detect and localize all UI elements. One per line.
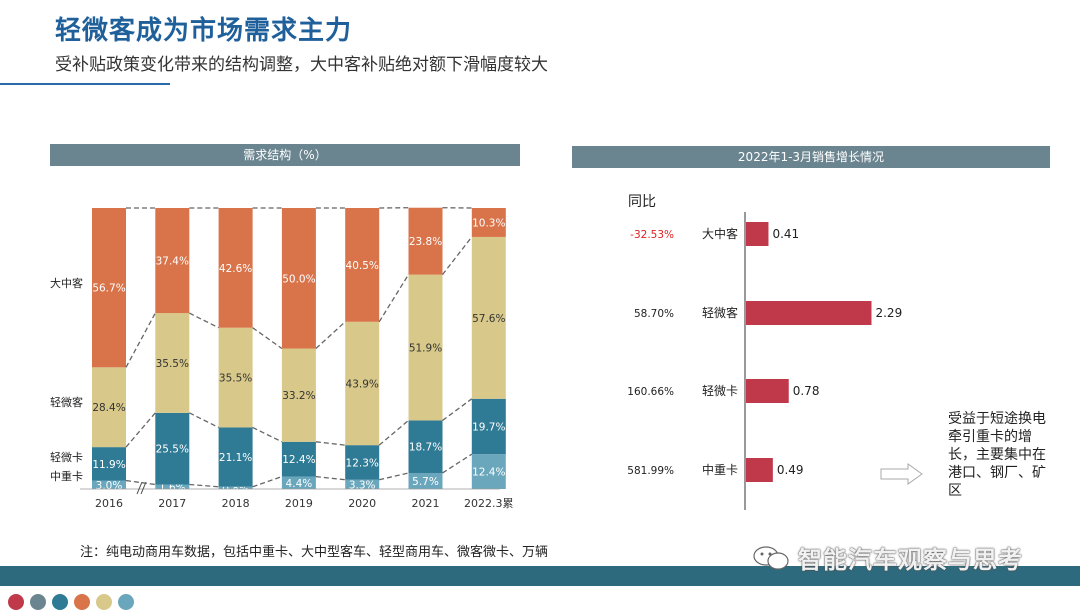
x-tick-label: 2018 (222, 497, 250, 510)
data-label: 56.7% (92, 283, 125, 295)
connector-line (316, 442, 345, 445)
x-tick-label: 2022.3累 (464, 497, 514, 510)
growth-bar (746, 301, 871, 325)
data-label: 57.6% (472, 313, 505, 325)
side-note: 受益于短途换电牵引重卡的增长，主要集中在港口、钢厂、矿区 (948, 410, 1048, 500)
growth-bar (746, 222, 768, 246)
data-label: 12.3% (346, 457, 379, 469)
connector-line (189, 313, 218, 328)
connector-line (379, 473, 408, 480)
connector-line (316, 477, 345, 480)
data-label: 40.5% (346, 260, 379, 272)
data-label: 4.4% (286, 478, 313, 490)
growth-bar (746, 458, 773, 482)
data-label: 35.5% (156, 358, 189, 370)
growth-value: 0.41 (772, 227, 799, 241)
category-label: 轻微客 (702, 305, 738, 320)
footnote: 注：纯电动商用车数据，包括中重卡、大中型客车、轻型商用车、微客微卡、万辆 (80, 541, 548, 560)
data-label: 25.5% (156, 444, 189, 456)
x-tick-label: 2021 (412, 497, 440, 510)
category-label: 大中客 (702, 226, 738, 241)
connector-line (189, 485, 218, 487)
x-tick-label: 2017 (158, 497, 186, 510)
connector-line (443, 237, 472, 275)
yoy-value: 581.99% (627, 465, 674, 477)
growth-bar (746, 379, 789, 403)
data-label: 35.5% (219, 373, 252, 385)
connector-line (253, 427, 282, 441)
yoy-header: 同比 (628, 194, 656, 210)
data-label: 18.7% (409, 442, 442, 454)
legend-label: 轻微卡 (50, 450, 83, 464)
data-label: 42.6% (219, 263, 252, 275)
data-label: 19.7% (472, 421, 505, 433)
connector-line (253, 477, 282, 487)
data-label: 23.8% (409, 236, 442, 248)
yoy-value: -32.53% (630, 229, 674, 241)
watermark: 智能汽车观察与思考 (798, 540, 1023, 575)
connector-line (253, 328, 282, 349)
arrow-right-icon (880, 463, 924, 489)
growth-value: 0.49 (777, 463, 804, 477)
data-label: 33.2% (282, 390, 315, 402)
connector-line (443, 454, 472, 473)
data-label: 50.0% (282, 273, 315, 285)
data-label: 28.4% (92, 402, 125, 414)
connector-line (443, 399, 472, 421)
data-label: 10.3% (472, 217, 505, 229)
data-label: 12.4% (282, 454, 315, 466)
data-label: 3.0% (96, 480, 123, 492)
connector-line (126, 413, 155, 447)
data-label: 12.4% (472, 467, 505, 479)
yoy-value: 160.66% (627, 386, 674, 398)
connector-line (379, 420, 408, 445)
growth-value: 2.29 (875, 306, 902, 320)
x-tick-label: 2020 (348, 497, 376, 510)
connector-line (379, 275, 408, 322)
connector-line (189, 413, 218, 428)
x-tick-label: 2019 (285, 497, 313, 510)
growth-value: 0.78 (793, 384, 820, 398)
legend-label: 大中客 (50, 276, 83, 290)
legend-label: 轻微客 (50, 395, 83, 409)
connector-line (126, 481, 155, 485)
category-label: 中重卡 (702, 462, 738, 477)
yoy-value: 58.70% (634, 308, 674, 320)
data-label: 5.7% (412, 476, 439, 488)
data-label: 51.9% (409, 343, 442, 355)
data-label: 3.3% (349, 479, 376, 491)
data-label: 37.4% (156, 256, 189, 268)
data-label: 21.1% (219, 452, 252, 464)
category-label: 轻微卡 (702, 384, 738, 398)
data-label: 11.9% (92, 459, 125, 471)
wechat-icon (752, 544, 792, 572)
connector-line (126, 313, 155, 367)
connector-line (316, 322, 345, 349)
data-label: 43.9% (346, 378, 379, 390)
x-tick-label: 2016 (95, 497, 123, 510)
legend-label: 中重卡 (50, 469, 83, 483)
